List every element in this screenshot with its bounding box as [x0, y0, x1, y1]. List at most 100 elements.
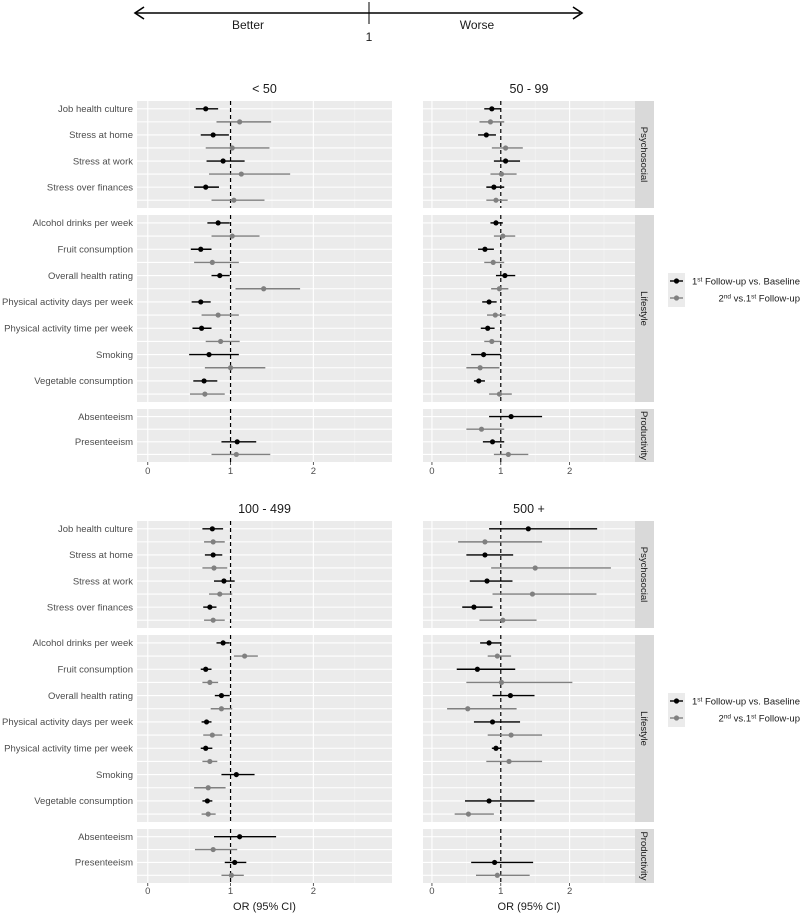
estimate-point-series-1	[234, 439, 240, 445]
estimate-point-series-2	[502, 145, 509, 151]
estimate-point-series-2	[238, 171, 244, 177]
estimate-point-series-1	[198, 299, 204, 305]
legend-label-series-1: 1st Follow-up vs. Baseline	[692, 276, 800, 288]
strip-background	[635, 101, 654, 208]
panel-title: 500 +	[513, 502, 545, 516]
panel-background	[137, 409, 392, 462]
y-tick-label: Stress at home	[69, 130, 133, 141]
estimate-point-series-1	[493, 220, 499, 226]
y-tick-label: Alcohol drinks per week	[33, 638, 134, 649]
strip-label-lifestyle: Lifestyle	[638, 711, 649, 746]
strip-label-productivity: Productivity	[638, 831, 649, 880]
estimate-point-series-2	[498, 679, 505, 686]
center-one-label: 1	[366, 30, 373, 44]
estimate-point-series-1	[491, 184, 497, 190]
estimate-point-series-2	[218, 338, 224, 345]
estimate-point-series-1	[220, 640, 226, 646]
strip-label-lifestyle: Lifestyle	[638, 291, 649, 326]
estimate-point-series-1	[218, 692, 225, 699]
y-tick-label: Overall health rating	[48, 691, 133, 702]
y-tick-label: Physical activity days per week	[2, 717, 133, 728]
estimate-point-series-1	[507, 692, 514, 699]
estimate-point-series-1	[232, 859, 238, 866]
panel-background	[137, 521, 392, 628]
x-tick-label: 1	[228, 466, 233, 477]
estimate-point-series-2	[500, 617, 506, 623]
panel-background	[137, 101, 392, 208]
estimate-point-series-2	[477, 365, 483, 371]
estimate-point-series-1	[203, 184, 209, 190]
estimate-point-series-2	[492, 312, 498, 318]
estimate-point-series-1	[486, 798, 492, 804]
estimate-point-series-2	[489, 338, 495, 345]
estimate-point-series-1	[203, 106, 209, 112]
panel-background	[137, 829, 392, 883]
y-tick-label: Smoking	[96, 350, 133, 361]
x-tick-label: 2	[567, 886, 572, 897]
x-tick-label: 1	[498, 466, 503, 477]
estimate-point-series-2	[529, 591, 536, 597]
estimate-point-series-2	[261, 286, 267, 292]
estimate-point-series-1	[237, 834, 243, 840]
y-tick-label: Overall health rating	[48, 271, 133, 282]
x-tick-label: 0	[429, 886, 434, 897]
estimate-point-series-2	[227, 365, 234, 371]
estimate-point-series-2	[218, 706, 225, 712]
y-tick-label: Fruit consumption	[57, 665, 133, 676]
panel-background	[423, 215, 635, 402]
strip-background	[635, 409, 654, 462]
panel-title: < 50	[252, 82, 277, 96]
y-tick-label: Physical activity time per week	[4, 744, 133, 755]
estimate-point-series-2	[496, 391, 503, 397]
estimate-point-series-1	[471, 604, 477, 610]
y-tick-label: Smoking	[96, 770, 133, 781]
panel-background	[137, 635, 392, 822]
estimate-point-series-1	[489, 439, 496, 445]
estimate-point-series-1	[210, 552, 216, 558]
estimate-point-series-1	[221, 578, 227, 584]
estimate-point-series-2	[505, 451, 511, 458]
estimate-point-series-2	[205, 811, 211, 817]
estimate-point-series-1	[482, 552, 488, 558]
estimate-point-series-2	[217, 591, 223, 597]
estimate-point-series-1	[203, 745, 209, 751]
y-tick-label: Presenteeism	[75, 437, 133, 448]
x-tick-label: 1	[228, 886, 233, 897]
estimate-point-series-2	[465, 706, 471, 712]
x-tick-label: 2	[567, 466, 572, 477]
x-tick-label: 0	[145, 466, 150, 477]
direction-header: Better Worse 1	[133, 2, 584, 44]
estimate-point-series-2	[209, 732, 215, 738]
y-tick-label: Physical activity time per week	[4, 324, 133, 335]
y-tick-label: Stress over finances	[47, 602, 133, 613]
y-tick-label: Presenteeism	[75, 858, 133, 869]
y-tick-label: Stress over finances	[47, 182, 133, 193]
panel-background	[423, 521, 635, 628]
legend-label-series-2: 2nd vs.1st Follow-up	[719, 713, 800, 725]
estimate-point-series-1	[508, 413, 514, 420]
estimate-point-series-2	[211, 565, 217, 571]
estimate-point-series-1	[482, 246, 488, 252]
strip-background	[635, 635, 654, 822]
estimate-point-series-1	[474, 666, 480, 672]
estimate-point-series-1	[493, 745, 499, 751]
estimate-point-series-2	[242, 653, 248, 659]
estimate-point-series-2	[482, 539, 488, 545]
y-tick-label: Stress at home	[69, 550, 133, 561]
y-tick-label: Fruit consumption	[57, 245, 133, 256]
y-tick-label: Absenteeism	[78, 412, 133, 423]
estimate-point-series-2	[506, 758, 512, 765]
estimate-point-series-2	[229, 233, 235, 239]
estimate-point-series-1	[502, 158, 509, 164]
estimate-point-series-1	[491, 859, 498, 866]
facet-panel: 500 + Psychosocial Lifestyle Productivity 0 1…	[423, 502, 654, 913]
x-tick-label: 1	[498, 886, 503, 897]
estimate-point-series-2	[494, 653, 500, 659]
panel-background	[423, 635, 635, 822]
estimate-point-series-2	[202, 391, 208, 397]
estimate-point-series-1	[198, 246, 204, 252]
panel-title: 100 - 499	[238, 502, 291, 516]
y-tick-label: Vegetable consumption	[34, 796, 133, 807]
y-tick-label: Vegetable consumption	[34, 376, 133, 387]
